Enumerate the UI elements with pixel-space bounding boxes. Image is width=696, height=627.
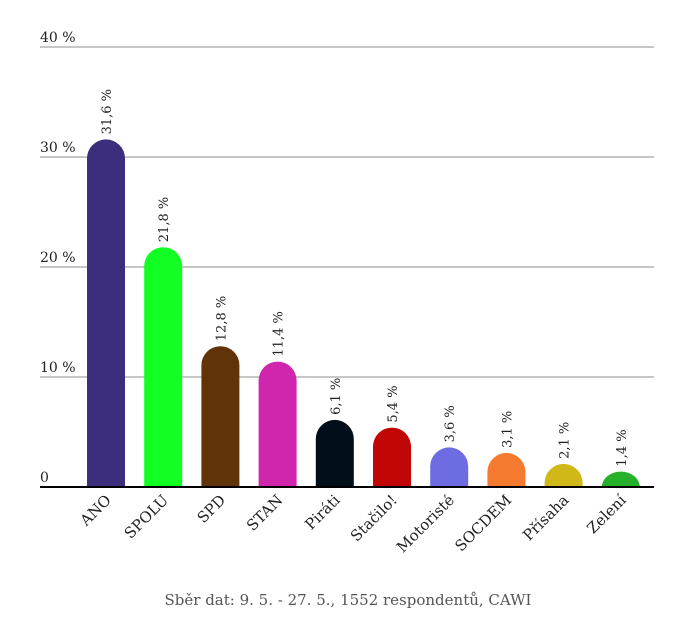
value-label: 1,4 % — [615, 429, 630, 466]
value-label: 3,1 % — [500, 411, 515, 448]
value-label: 11,4 % — [272, 311, 287, 356]
bar-motorist- — [430, 447, 469, 487]
y-tick-label: 10 % — [40, 360, 76, 376]
bar-spolu — [144, 247, 183, 487]
y-tick-label: 30 % — [40, 140, 76, 156]
category-label: SPOLU — [121, 491, 172, 542]
value-label: 21,8 % — [157, 197, 172, 242]
bar-socdem — [487, 452, 526, 487]
value-label: 31,6 % — [100, 89, 115, 134]
category-label: Motoristé — [393, 491, 458, 556]
category-label: Piráti — [301, 491, 343, 533]
bar-ano — [87, 139, 125, 487]
value-label: 5,4 % — [386, 385, 401, 422]
y-tick-label: 20 % — [40, 250, 76, 266]
bar-zelen- — [601, 471, 640, 487]
bar-pir-ti — [315, 419, 354, 487]
value-label: 6,1 % — [329, 378, 344, 415]
bar-p-saha — [544, 463, 583, 487]
y-tick-label: 0 — [40, 470, 49, 486]
category-label: Stačilo! — [347, 491, 401, 545]
category-label: Přísaha — [519, 491, 572, 544]
bar-sta-ilo- — [373, 427, 411, 487]
data-collection-note: Sběr dat: 9. 5. - 27. 5., 1552 responden… — [164, 591, 532, 609]
category-label: ANO — [76, 491, 115, 530]
bar-spd — [201, 346, 240, 487]
value-label: 12,8 % — [214, 296, 229, 341]
value-label: 3,6 % — [443, 405, 458, 442]
category-label: SOCDEM — [451, 491, 515, 555]
bar-stan — [258, 361, 297, 487]
category-label: SPD — [194, 491, 230, 527]
y-tick-label: 40 % — [40, 30, 76, 46]
category-label: Zelení — [583, 491, 629, 537]
category-label: STAN — [243, 491, 286, 534]
value-label: 2,1 % — [558, 422, 573, 459]
